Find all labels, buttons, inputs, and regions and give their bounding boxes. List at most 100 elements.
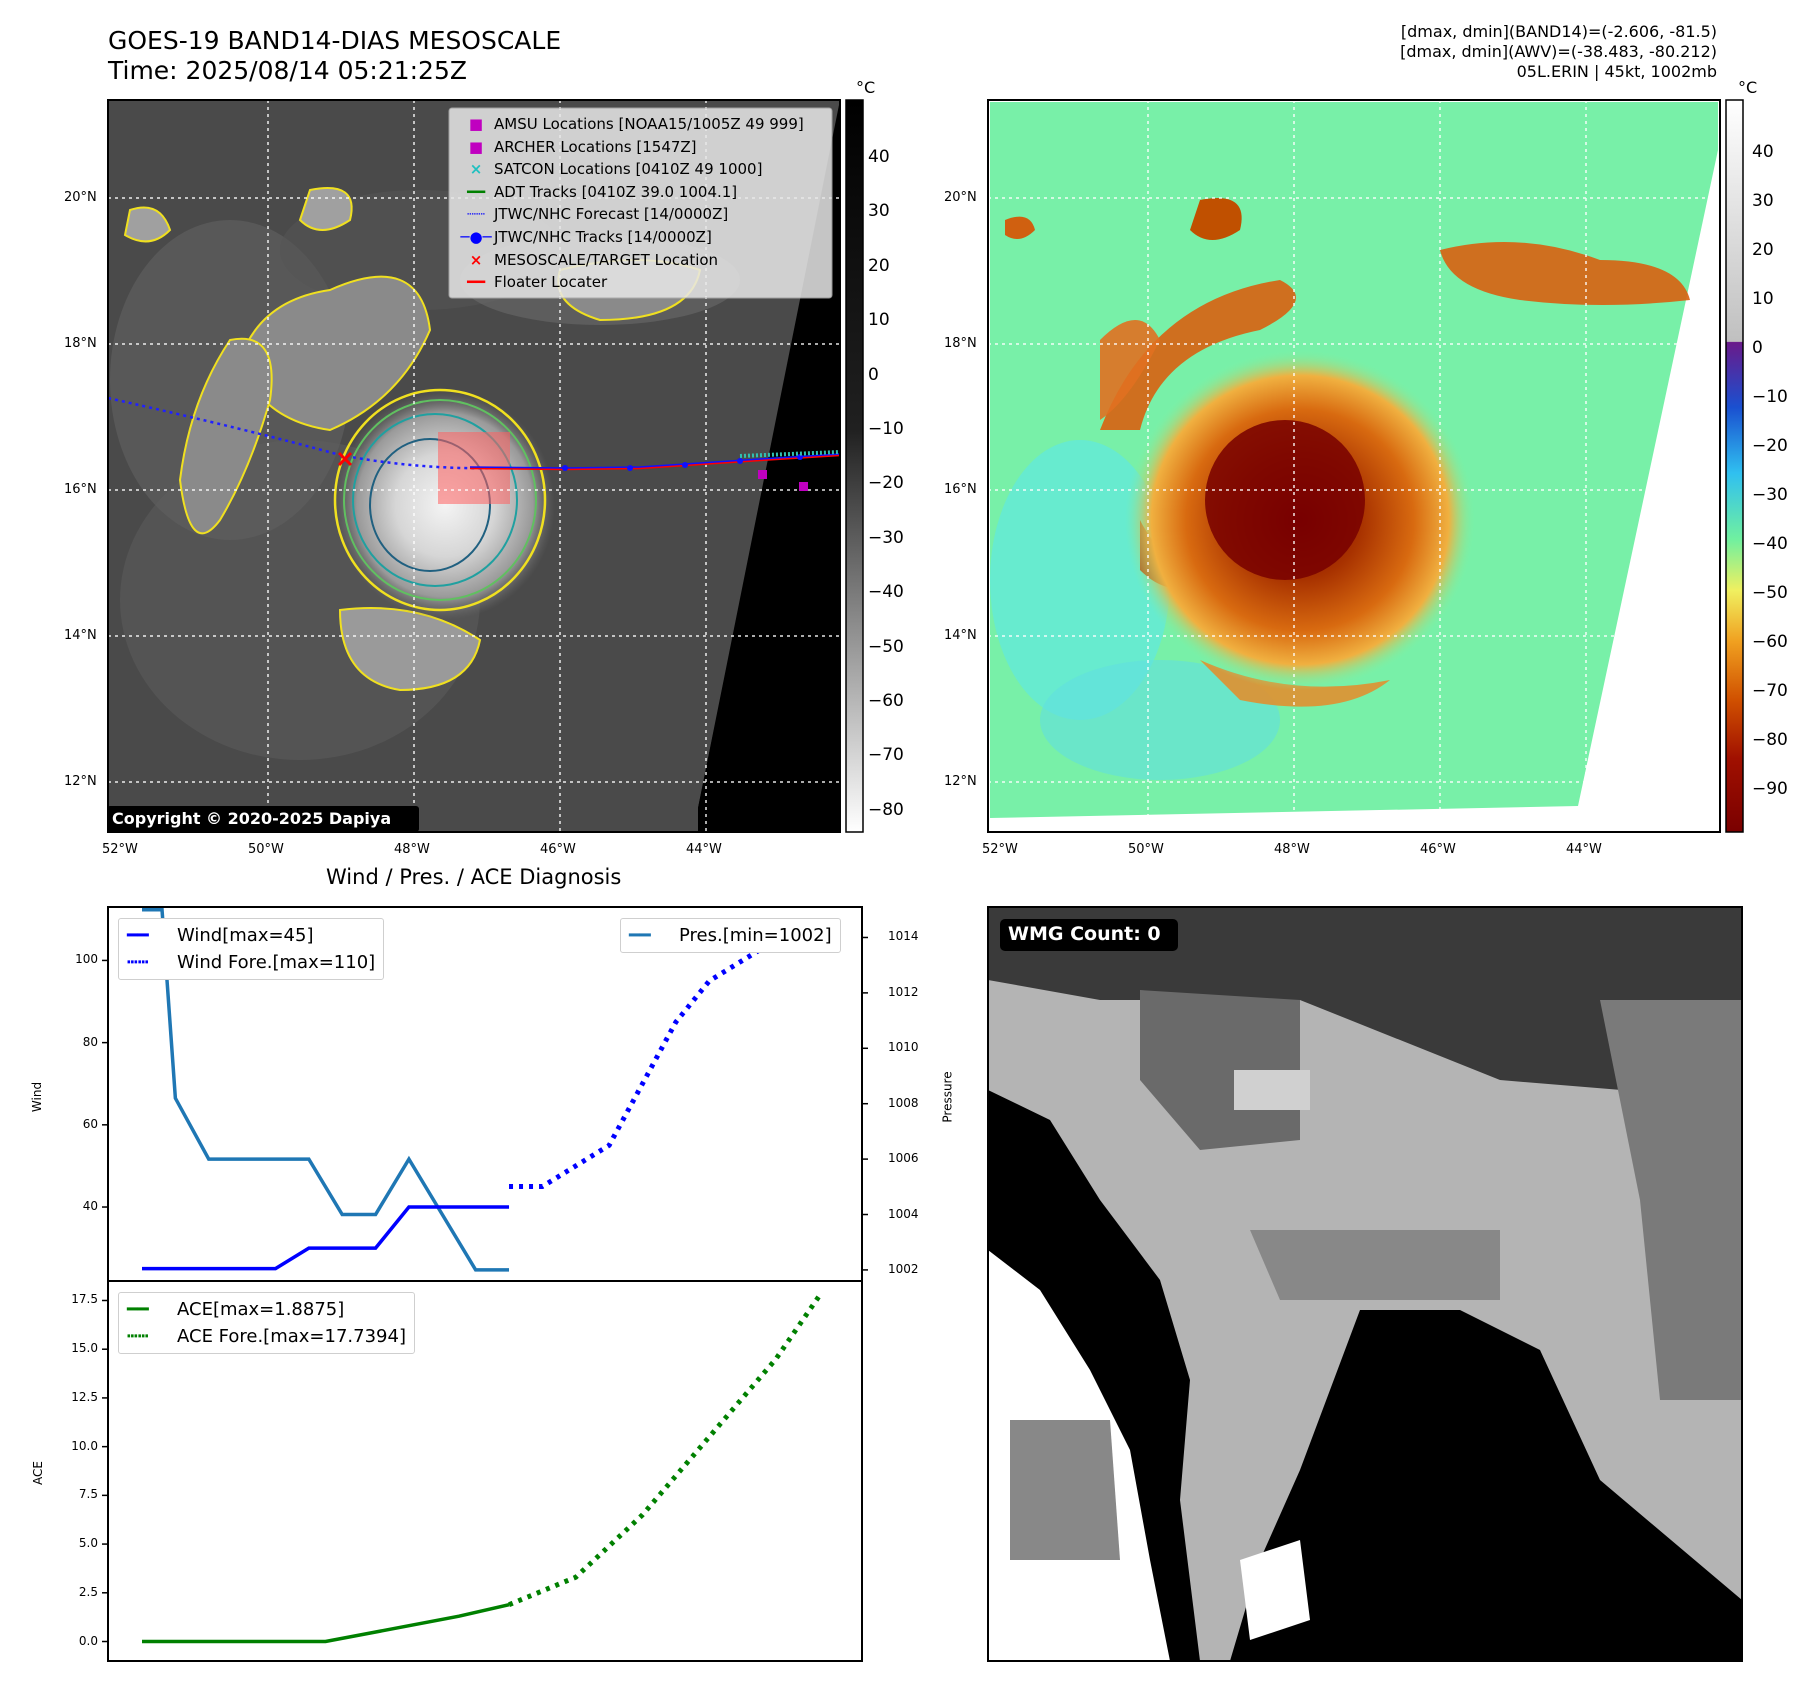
lat-label-18-left: 18°N xyxy=(64,336,97,351)
colorbar-left-tick: −20 xyxy=(868,473,904,494)
lon-label-44-left: 44°W xyxy=(686,842,722,857)
colorbar-left-tick: −70 xyxy=(868,745,904,766)
ace-tick-label: 7.5 xyxy=(78,1487,98,1502)
legend-pres: ━━ Pres.[min=1002] xyxy=(629,922,832,949)
legend-dotted-line-icon: ┅┅ xyxy=(127,952,149,973)
colorbar-right-tick: −50 xyxy=(1752,583,1788,603)
map-legend: ■ AMSU Locations [NOAA15/1005Z 49 999] ■ A… xyxy=(458,113,830,294)
figure-title: GOES-19 BAND14-DIAS MESOSCALE Time: 2025… xyxy=(108,26,561,86)
wmg-count-label: WMG Count: 0 xyxy=(1008,923,1161,945)
pressure-tick-label: 1004 xyxy=(888,1206,919,1221)
pressure-line xyxy=(142,908,510,1272)
ace-tick-label: 5.0 xyxy=(78,1536,98,1551)
title-line-2: Time: 2025/08/14 05:21:25Z xyxy=(108,56,467,85)
lat-label-16-right: 16°N xyxy=(944,482,977,497)
legend-entry-forecast: ┈┈ JTWC/NHC Forecast [14/0000Z] xyxy=(458,203,830,226)
colorbar-right-tick: −70 xyxy=(1752,681,1788,701)
wind-legend: ━━ Wind[max=45] ┅┅ Wind Fore.[max=110] xyxy=(118,918,385,980)
colorbar-left-tick: −10 xyxy=(868,419,904,439)
legend-square-icon: ■ xyxy=(468,137,484,156)
legend-ace-fore: ┅┅ ACE Fore.[max=17.7394] xyxy=(127,1323,406,1350)
info-line-3: 05L.ERIN | 45kt, 1002mb xyxy=(1516,62,1717,81)
colorbar-left-tick: 10 xyxy=(868,310,890,331)
lon-label-50-left: 50°W xyxy=(248,842,284,857)
ace-tick-label: 2.5 xyxy=(78,1584,98,1599)
lon-label-52-right: 52°W xyxy=(982,842,1018,857)
title-line-1: GOES-19 BAND14-DIAS MESOSCALE xyxy=(108,26,562,55)
pressure-tick-label: 1010 xyxy=(888,1040,919,1055)
colorbar-left-tick: 40 xyxy=(868,147,890,167)
colorbar-right-tick: 0 xyxy=(1752,338,1763,358)
lat-label-18-right: 18°N xyxy=(944,336,977,351)
ace-line xyxy=(142,1602,510,1644)
pressure-tick-label: 1014 xyxy=(888,929,919,944)
colorbar-right-tick: 30 xyxy=(1752,191,1774,211)
legend-dotted-icon: ┈┈ xyxy=(466,205,486,224)
colorbar-left-tick: −80 xyxy=(868,799,904,820)
colorbar-left-tick: −50 xyxy=(868,636,904,657)
storm-info: [dmax, dmin](BAND14)=(-2.606, -81.5) [dm… xyxy=(1400,22,1717,82)
ir-map-panel xyxy=(107,99,841,833)
legend-wind-fore: ┅┅ Wind Fore.[max=110] xyxy=(127,949,375,976)
legend-entry-tracks: ─●─ JTWC/NHC Tracks [14/0000Z] xyxy=(458,226,830,249)
wind-tick-label: 80 xyxy=(82,1034,98,1049)
ace-tick-label: 12.5 xyxy=(71,1389,98,1404)
lon-label-46-right: 46°W xyxy=(1420,842,1456,857)
colorbar-left-tick: 30 xyxy=(868,201,890,222)
wind-line xyxy=(142,1205,510,1271)
wmg-panel xyxy=(987,906,1743,1662)
colorbar-right-tick: −60 xyxy=(1752,632,1788,652)
legend-entry-floater: ━━ Floater Locater xyxy=(458,271,830,294)
lat-label-16-left: 16°N xyxy=(64,482,97,497)
ace-tick-label: 10.0 xyxy=(71,1438,98,1453)
legend-x-icon: × xyxy=(469,250,483,269)
legend-wind: ━━ Wind[max=45] xyxy=(127,922,375,949)
legend-line-dot-icon: ─●─ xyxy=(460,227,492,246)
pressure-tick-label: 1008 xyxy=(888,1095,919,1110)
colorbar-left-unit: °C xyxy=(856,78,876,97)
legend-entry-satcon: × SATCON Locations [0410Z 49 1000] xyxy=(458,158,830,181)
colorbar-right-tick: −20 xyxy=(1752,436,1788,456)
legend-entry-target: × MESOSCALE/TARGET Location xyxy=(458,249,830,272)
colorbar-left-tick: −40 xyxy=(868,582,904,603)
pressure-tick-label: 1002 xyxy=(888,1261,919,1276)
lon-label-48-right: 48°W xyxy=(1274,842,1310,857)
lon-label-44-right: 44°W xyxy=(1566,842,1602,857)
lon-label-50-right: 50°W xyxy=(1128,842,1164,857)
info-line-2: [dmax, dmin](AWV)=(-38.483, -80.212) xyxy=(1400,42,1717,61)
legend-solid-line-icon: ━━ xyxy=(127,925,149,946)
lon-label-52-left: 52°W xyxy=(102,842,138,857)
wind-axis-label: Wind xyxy=(30,1081,45,1113)
enhanced-ir-panel xyxy=(987,99,1721,833)
wind-tick-label: 40 xyxy=(82,1199,98,1214)
lat-label-14-right: 14°N xyxy=(944,628,977,643)
ace-forecast-line xyxy=(508,1294,822,1607)
colorbar-right-tick: 10 xyxy=(1752,289,1774,309)
colorbar-left-tick: 0 xyxy=(868,364,879,385)
pressure-legend: ━━ Pres.[min=1002] xyxy=(620,918,841,953)
diagnosis-title: Wind / Pres. / ACE Diagnosis xyxy=(326,865,622,889)
ace-tick-label: 0.0 xyxy=(78,1633,98,1648)
legend-square-icon: ■ xyxy=(468,115,484,133)
legend-ace: ━━ ACE[max=1.8875] xyxy=(127,1296,406,1323)
copyright: Copyright © 2020-2025 Dapiya xyxy=(112,809,392,828)
ace-axis-label: ACE xyxy=(30,1461,45,1485)
colorbar-right-tick: 20 xyxy=(1752,240,1774,260)
colorbar-right-tick: 40 xyxy=(1752,142,1774,162)
colorbar-right-tick: −80 xyxy=(1752,730,1788,750)
legend-line-icon: ━━ xyxy=(466,182,486,201)
wind-tick-label: 100 xyxy=(75,952,98,967)
info-line-1: [dmax, dmin](BAND14)=(-2.606, -81.5) xyxy=(1400,22,1717,41)
lon-label-48-left: 48°W xyxy=(394,842,430,857)
ace-legend: ━━ ACE[max=1.8875] ┅┅ ACE Fore.[max=17.739… xyxy=(118,1292,415,1354)
legend-dotted-line-icon: ┅┅ xyxy=(127,1326,149,1347)
colorbar-left-tick: 20 xyxy=(868,255,890,276)
wind-pres-chart xyxy=(102,906,868,1282)
colorbar-right-tick: −10 xyxy=(1752,387,1788,407)
lat-label-14-left: 14°N xyxy=(64,628,97,643)
legend-x-icon: × xyxy=(469,160,483,179)
legend-line-icon: ━━ xyxy=(466,273,486,292)
legend-solid-line-icon: ━━ xyxy=(127,1299,149,1320)
lon-label-46-left: 46°W xyxy=(540,842,576,857)
